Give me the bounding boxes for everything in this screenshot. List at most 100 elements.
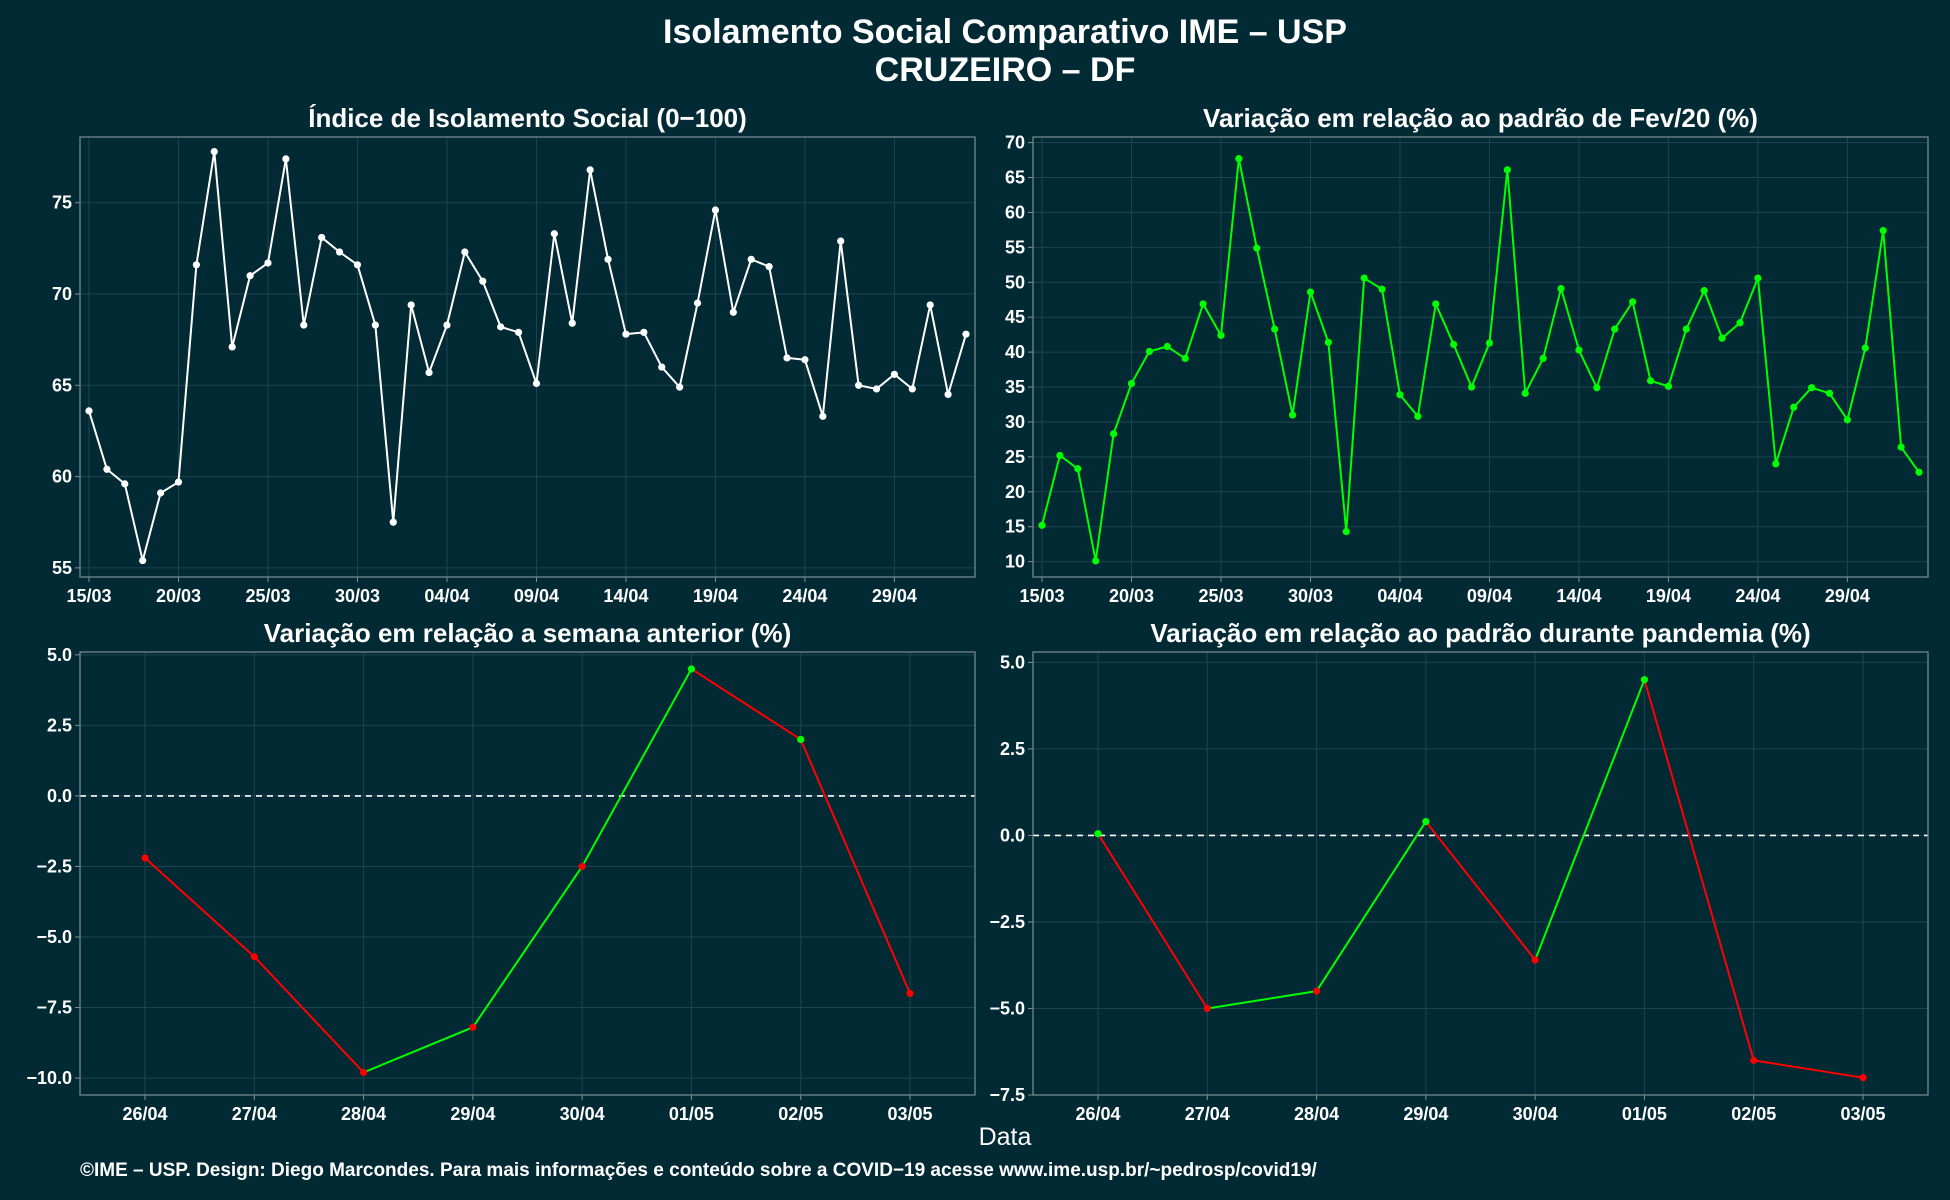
series-line-segment (1703, 289, 1724, 340)
y-tick-label: −7.5 (36, 998, 72, 1018)
series-line-segment (1900, 446, 1920, 474)
x-axis-label: Data (979, 1123, 1032, 1151)
data-point (586, 166, 594, 174)
series-line-segment (1828, 392, 1849, 421)
y-tick-label: 75 (52, 193, 72, 213)
series-line-segment (1273, 328, 1294, 416)
data-point (300, 321, 308, 329)
chart-panels: Índice de Isolamento Social (0−100) 55 60 6… (26, 103, 1929, 1124)
data-point (335, 248, 344, 256)
data-point (855, 381, 863, 389)
x-tick-label: 29/04 (1403, 1104, 1448, 1124)
x-tick-label: 14/04 (603, 586, 648, 606)
data-point (1629, 298, 1637, 306)
panel-title: Variação em relação ao padrão durante pa… (1150, 618, 1810, 648)
series-line-segment (177, 263, 198, 484)
series-line-segment (1398, 393, 1419, 418)
data-point (908, 385, 916, 393)
x-tick-label: 04/04 (1377, 586, 1422, 606)
series-line-segment (911, 303, 932, 390)
data-point (1199, 300, 1207, 308)
data-point (604, 255, 612, 263)
data-point (729, 308, 737, 316)
series-line-segment (571, 168, 592, 325)
x-tick-label: 20/03 (1109, 586, 1154, 606)
series-line-segment (799, 738, 911, 995)
y-tick-label: 55 (52, 558, 72, 578)
data-point (906, 989, 914, 998)
data-point (1324, 338, 1332, 346)
series-line-segment (678, 302, 699, 389)
chart-panel-semana: Variação em relação a semana anterior (%… (26, 618, 976, 1124)
data-point (568, 319, 576, 327)
data-point (962, 330, 970, 338)
data-point (1074, 465, 1082, 473)
data-point (250, 953, 258, 961)
panel-border (1032, 136, 1929, 578)
data-point (469, 1023, 477, 1031)
data-point (1422, 817, 1430, 826)
series-line-segment (1643, 678, 1755, 1062)
series-line-segment (1058, 454, 1079, 470)
series-line-segment (1094, 432, 1115, 562)
x-tick-label: 15/03 (1019, 586, 1064, 606)
series-line-segment (839, 240, 860, 387)
data-point (837, 237, 845, 245)
x-tick-label: 25/03 (1198, 586, 1243, 606)
y-tick-label: 2.5 (1000, 739, 1025, 759)
x-tick-label: 24/04 (782, 586, 827, 606)
series-line-segment (471, 865, 584, 1029)
series-line-segment (1206, 990, 1318, 1010)
y-tick-label: 30 (1005, 412, 1025, 432)
data-point (1531, 956, 1539, 964)
series-line-segment (1864, 229, 1885, 349)
series-line-segment (929, 303, 950, 396)
data-point (139, 556, 147, 565)
data-point (264, 259, 272, 267)
series-line-segment (517, 331, 538, 385)
data-point (1736, 319, 1744, 327)
main-title: Isolamento Social Comparativo IME – USP (663, 13, 1347, 51)
series-line-segment (1219, 157, 1240, 337)
series-line-segment (642, 331, 663, 369)
y-tick-label: 40 (1005, 342, 1025, 362)
x-tick-label: 26/04 (1075, 1104, 1120, 1124)
data-point (210, 148, 218, 156)
data-point (1557, 284, 1565, 293)
y-tick-label: −10.0 (26, 1068, 72, 1088)
series-line-segment (1184, 302, 1205, 360)
data-point (1127, 379, 1136, 388)
y-tick-label: 45 (1005, 307, 1025, 327)
chart-panel-indice: Índice de Isolamento Social (0−100) 55 60 6… (52, 103, 976, 606)
x-tick-label: 03/05 (887, 1104, 932, 1124)
data-point (228, 343, 236, 351)
data-point (359, 1068, 368, 1077)
series-line-segment (1315, 820, 1427, 993)
data-point (1682, 325, 1690, 333)
data-point (890, 370, 899, 378)
data-point (497, 323, 505, 331)
data-point (944, 390, 952, 399)
data-point (693, 299, 702, 307)
series-line-segment (338, 251, 359, 266)
x-tick-label: 04/04 (424, 586, 469, 606)
series-line-segment (1506, 168, 1527, 395)
series-line-segment (253, 955, 365, 1074)
y-tick-label: −2.5 (36, 856, 72, 876)
data-point (353, 261, 362, 269)
series-line-segment (1381, 288, 1401, 396)
panel-title: Variação em relação ao padrão de Fev/20 … (1203, 103, 1758, 133)
data-point (1664, 382, 1673, 390)
data-point (1360, 274, 1368, 282)
data-point (872, 385, 881, 393)
data-point (1203, 1004, 1211, 1013)
y-tick-label: 25 (1005, 447, 1025, 467)
x-tick-label: 30/03 (1288, 586, 1333, 606)
data-point (926, 301, 934, 309)
data-point (282, 155, 290, 163)
series-line-segment (803, 358, 824, 418)
series-line-segment (1041, 454, 1061, 527)
y-tick-label: 15 (1005, 517, 1025, 537)
data-point (103, 465, 111, 473)
panel-title: Índice de Isolamento Social (0−100) (308, 103, 747, 133)
